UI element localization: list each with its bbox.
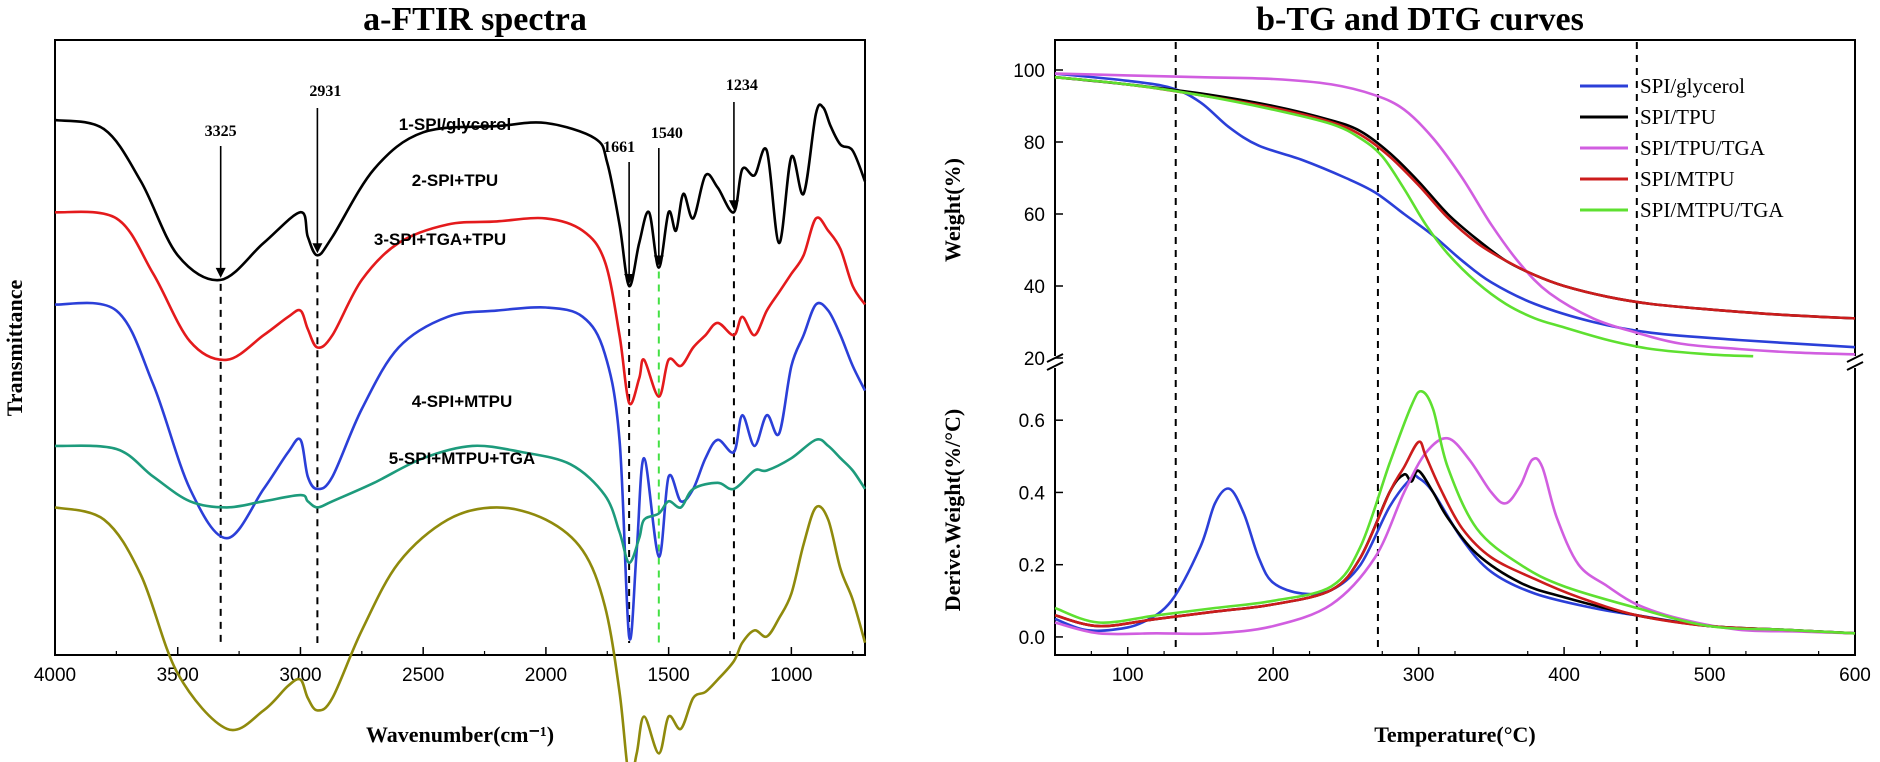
ftir-peak-arrowhead-1540 [653,255,664,266]
legend-label-spi-tpu-tga: SPI/TPU/TGA [1640,136,1766,160]
ftir-xtick-label-2000: 2000 [525,665,567,686]
ftir-curve-label-spi-tga-tpu: 3-SPI+TGA+TPU [374,230,506,249]
ftir-xtick-label-1500: 1500 [647,665,689,686]
tg-top-ylabel: Weight(%) [940,158,965,262]
ftir-frame [54,39,866,656]
tg-vlines [1174,42,1638,653]
ftir-xtick-label-1000: 1000 [770,665,812,686]
tg-xtick-label-200: 200 [1257,665,1289,686]
dtg-series-spi-tpu-tga [1054,436,1856,636]
ftir-xtick-label-2500: 2500 [402,665,444,686]
ftir-xtick-label-4000: 4000 [34,665,76,686]
ftir-series [54,103,867,762]
ftir-peak-arrowhead-3325 [215,267,226,278]
ftir-series-spi-mtpu [54,438,867,565]
tg-bottom-ytick-label-0.2: 0.2 [1019,556,1045,577]
ftir-peak-label-1234: 1234 [726,77,758,94]
ftir-title: a-FTIR spectra [363,1,587,38]
ftir-curve-labels: 1-SPI/glycerol 2-SPI+TPU 3-SPI+TGA+TPU 4-SP… [374,115,535,468]
tg-xlabel: Temperature(°C) [1374,722,1536,747]
tg-xtick-label-500: 500 [1694,665,1726,686]
ftir-curve-label-spi-mtpu: 4-SPI+MTPU [412,392,513,411]
tg-bottom-ytick-label-0.4: 0.4 [1019,483,1046,504]
dtg-series-spi-mtpu [1054,440,1856,635]
ftir-curve-label-spi-mtpu-tga: 5-SPI+MTPU+TGA [389,449,535,468]
tg-top-ytick-label-80: 80 [1024,133,1045,154]
ftir-panel: a-FTIR spectra Transmittance Wavenumber(… [2,1,867,762]
tg-xtick-label-600: 600 [1839,665,1871,686]
dtg-series-spi-glycerol [1054,473,1856,635]
legend-label-spi-glycerol: SPI/glycerol [1640,74,1745,98]
tg-bottom-ylabel: Derive.Weight(%/°C) [940,409,965,611]
tg-xtick-label-300: 300 [1403,665,1435,686]
tg-top-ytick-label-20: 20 [1024,349,1045,370]
ftir-peak-lines [219,216,735,643]
ftir-peak-label-2931: 2931 [309,83,341,100]
dtg-series-spi-mtpu-tga [1054,389,1856,635]
ftir-peak-labels: 3325 2931 1661 1540 1234 [205,77,758,284]
tg-series-spi-tpu-tga [1054,72,1856,356]
tg-axis-break-mark [1846,361,1864,371]
ftir-peak-arrowhead-2931 [312,243,323,254]
tg-series-spi-mtpu-tga [1054,75,1754,358]
tg-bottom-ytick-label-0.6: 0.6 [1019,411,1045,432]
ftir-series-spi-tga-tpu [54,301,867,641]
ftir-curve-label-spi-glycerol: 1-SPI/glycerol [399,115,511,134]
tg-xtick-label-400: 400 [1548,665,1580,686]
tg-top-series [1054,72,1856,358]
ftir-peak-arrowhead-1661 [624,274,635,284]
ftir-peak-label-1661: 1661 [603,139,635,156]
ftir-ylabel: Transmittance [2,280,27,417]
legend-label-spi-tpu: SPI/TPU [1640,105,1716,129]
ftir-xtick-label-3000: 3000 [279,665,321,686]
tg-top-ytick-label-100: 100 [1013,61,1045,82]
tg-panel: b-TG and DTG curves Weight(%) Derive.Wei… [940,1,1871,747]
tg-top-ytick-label-60: 60 [1024,205,1045,226]
tg-axis-break-mark [1046,361,1064,371]
tg-xtick-label-100: 100 [1112,665,1144,686]
ftir-xlabel: Wavenumber(cm⁻¹) [366,722,554,747]
ftir-peak-arrowhead-1234 [728,200,739,211]
ftir-series-spi-tpu [54,210,867,406]
tg-title: b-TG and DTG curves [1256,1,1584,38]
ftir-peak-label-1540: 1540 [651,125,683,142]
tg-legend: SPI/glycerol SPI/TPU SPI/TPU/TGA SPI/MTPU SP… [1580,74,1784,222]
tg-axis-break-mark [1846,353,1864,363]
ftir-series-spi-mtpu-tga [54,504,867,762]
tg-bottom-ytick-label-0: 0.0 [1019,628,1045,649]
dtg-series [1054,389,1856,636]
ftir-curve-label-spi-tpu: 2-SPI+TPU [412,171,498,190]
tg-axes: 100 200 300 400 500 600 20 40 60 80 100 0.0 0.2 0.4 0.… [1013,61,1871,686]
ftir-peak-label-3325: 3325 [205,123,237,140]
ftir-series-spi-glycerol [54,103,867,288]
tg-top-ytick-label-40: 40 [1024,277,1045,298]
legend-label-spi-mtpu: SPI/MTPU [1640,167,1735,191]
legend-label-spi-mtpu-tga: SPI/MTPU/TGA [1640,198,1784,222]
